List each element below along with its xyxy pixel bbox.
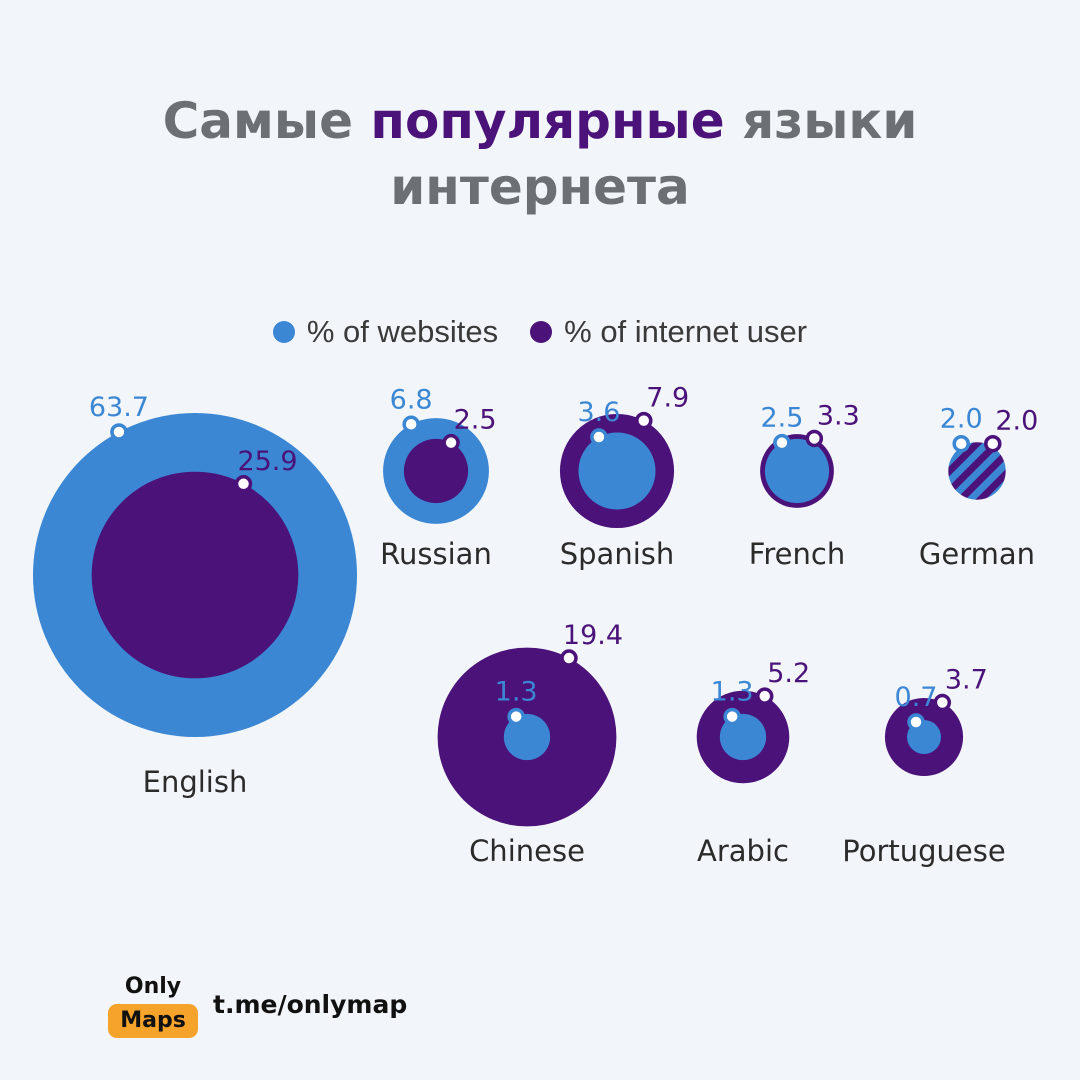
legend-label: % of websites <box>306 314 499 349</box>
marker-users-french <box>805 429 824 448</box>
value-label-websites-russian: 6.8 <box>390 384 433 415</box>
marker-websites-spanish <box>590 428 608 446</box>
value-label-websites-german: 2.0 <box>940 404 983 435</box>
language-label-arabic: Arabic <box>697 834 789 868</box>
value-label-users-russian: 2.5 <box>454 405 497 436</box>
logo-badge: Maps <box>108 1004 198 1038</box>
value-label-users-portuguese: 3.7 <box>945 665 988 696</box>
value-label-users-english: 25.9 <box>237 446 297 477</box>
marker-users-german <box>984 434 1002 453</box>
bubble-group-chinese: 1.3 19.4 Chinese <box>437 620 623 868</box>
bubble-users-english <box>91 471 299 679</box>
value-label-users-chinese: 19.4 <box>563 620 623 651</box>
language-label-spanish: Spanish <box>560 537 675 571</box>
language-label-russian: Russian <box>380 537 492 571</box>
language-label-french: French <box>749 537 845 571</box>
legend-dot-icon <box>530 321 553 343</box>
bubble-users-russian <box>403 438 469 504</box>
bubble-websites-spanish <box>578 432 656 510</box>
bubble-group-german: 2.0 2.0 German <box>919 404 1038 571</box>
title-accent: популярные <box>370 92 725 150</box>
bubble-websites-users-german <box>948 442 1006 500</box>
value-label-websites-portuguese: 0.7 <box>895 682 938 713</box>
bubble-group-spanish: 3.6 7.9 Spanish <box>560 383 690 571</box>
marker-websites-german <box>952 434 970 453</box>
bubble-group-russian: 6.8 2.5 Russian <box>380 384 496 571</box>
marker-websites-russian <box>402 415 420 434</box>
language-label-english: English <box>143 765 248 799</box>
legend-item-websites: % of websites <box>272 314 499 350</box>
chart-legend: % of websites % of internet user <box>0 314 1080 350</box>
value-label-websites-spanish: 3.6 <box>577 397 620 428</box>
marker-users-arabic <box>755 687 774 705</box>
logo-text: Only <box>124 974 182 999</box>
value-label-websites-french: 2.5 <box>760 403 803 434</box>
bubble-group-french: 2.5 3.3 French <box>749 400 860 571</box>
bubble-group-english: 63.7 25.9 English <box>32 392 358 799</box>
value-label-users-arabic: 5.2 <box>767 658 810 689</box>
legend-item-users: % of internet user <box>530 314 807 350</box>
title-part: Самые <box>162 92 371 150</box>
title-line2: интернета <box>390 158 690 216</box>
channel-link[interactable]: t.me/onlymap <box>213 990 408 1019</box>
value-label-websites-arabic: 1.3 <box>711 677 754 708</box>
value-label-websites-english: 63.7 <box>89 392 149 423</box>
language-label-german: German <box>919 537 1035 571</box>
marker-users-spanish <box>635 411 653 430</box>
legend-dot-icon <box>272 321 295 343</box>
bubble-group-arabic: 1.3 5.2 Arabic <box>696 658 810 868</box>
language-label-portuguese: Portuguese <box>842 834 1005 868</box>
legend-label: % of internet user <box>564 314 808 349</box>
language-label-chinese: Chinese <box>469 834 585 868</box>
onlymaps-logo: Only Maps <box>108 972 198 1038</box>
value-label-users-spanish: 7.9 <box>646 383 689 414</box>
bubble-group-portuguese: 0.73.7 Portuguese <box>842 665 1005 868</box>
marker-websites-english <box>110 423 128 441</box>
bubble-websites-arabic <box>719 713 767 761</box>
marker-users-russian <box>442 433 460 452</box>
value-label-users-french: 3.3 <box>817 400 860 431</box>
title-part: языки <box>724 92 918 150</box>
marker-websites-french <box>773 433 791 452</box>
marker-users-portuguese <box>933 693 952 712</box>
marker-users-english <box>234 475 253 493</box>
marker-websites-arabic <box>723 707 741 726</box>
value-label-users-german: 2.0 <box>995 406 1038 437</box>
page-title: Самые популярные языки интернета <box>40 88 1040 220</box>
bubble-websites-french <box>764 438 830 504</box>
marker-websites-chinese <box>507 707 525 726</box>
bubble-websites-chinese <box>503 713 551 761</box>
value-label-websites-chinese: 1.3 <box>495 677 538 708</box>
marker-websites-portuguese <box>907 713 925 731</box>
marker-users-chinese <box>560 649 578 667</box>
